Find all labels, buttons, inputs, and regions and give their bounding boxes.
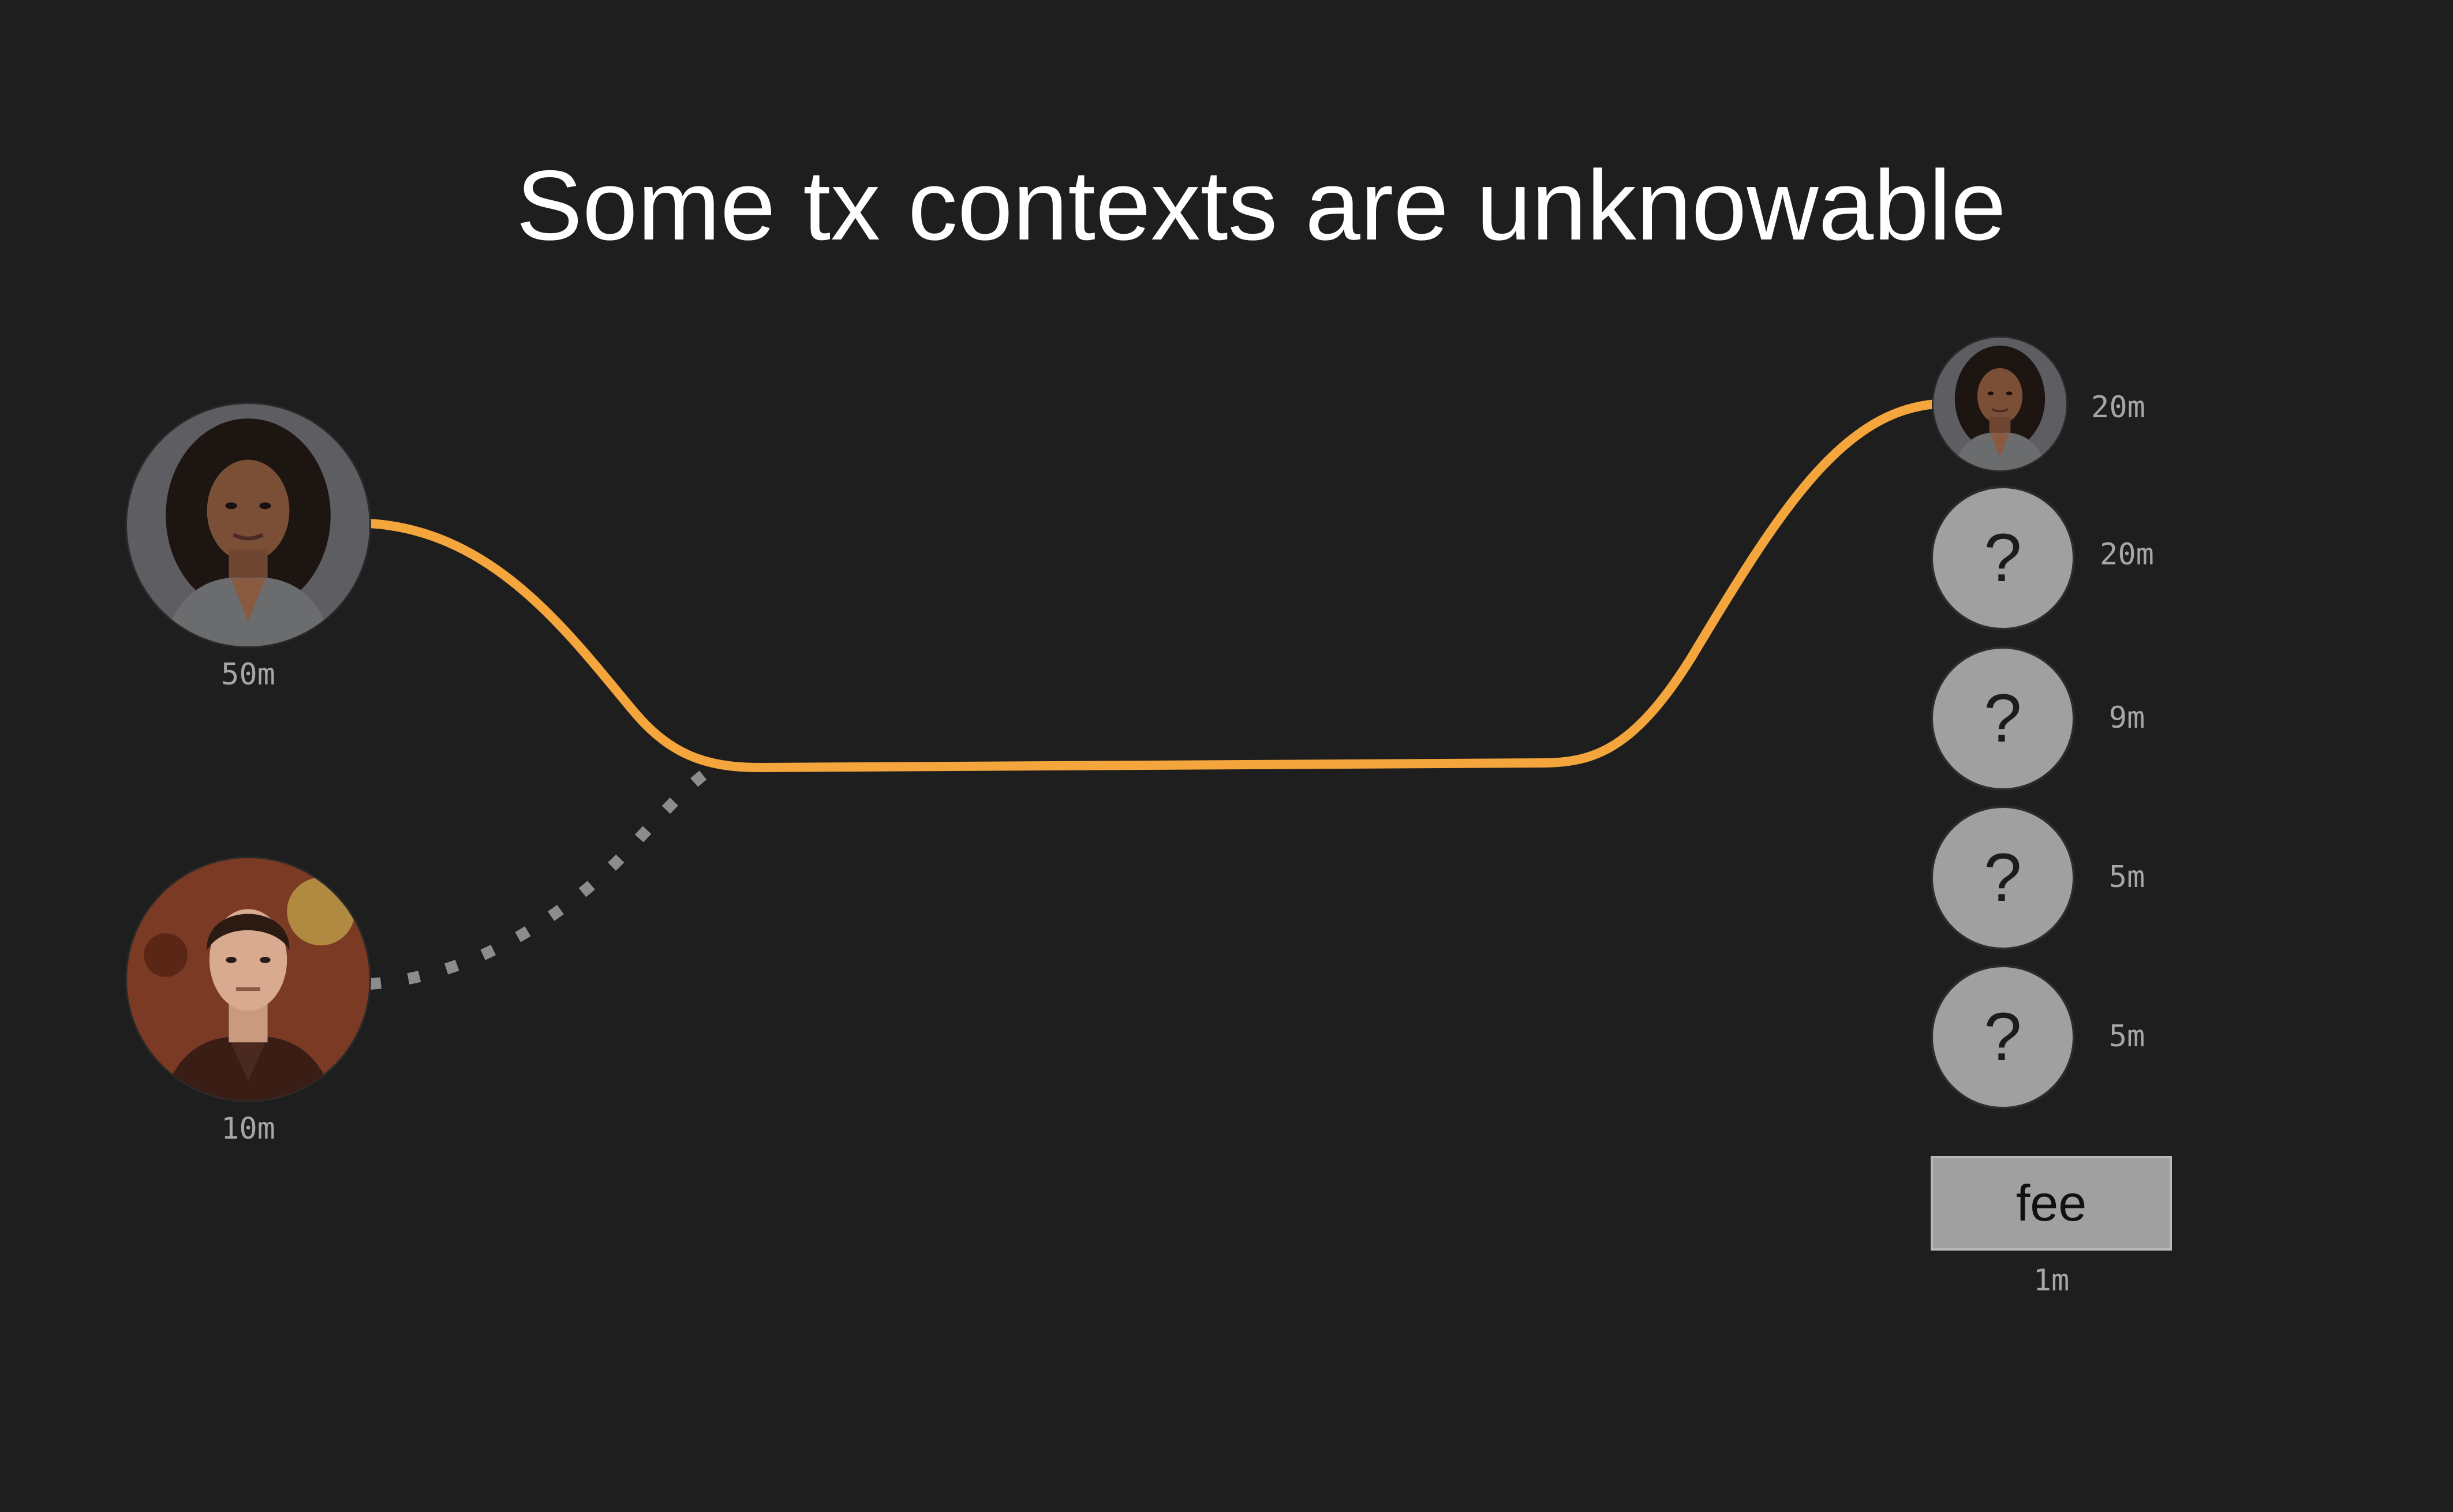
known-flow-line xyxy=(365,399,1941,773)
output-amount-5: 5m xyxy=(2108,1019,2145,1054)
fee-amount: 1m xyxy=(2033,1263,2070,1298)
unknown-flow-line xyxy=(369,757,725,990)
input-man-avatar xyxy=(127,858,369,1101)
unknown-output-2: ? xyxy=(1931,646,2075,791)
unknown-output-4: ? xyxy=(1931,965,2075,1109)
unknown-output-3: ? xyxy=(1931,806,2075,950)
unknown-output-1: ? xyxy=(1931,486,2075,630)
output-amount-1: 20m xyxy=(2091,390,2145,425)
output-amount-4: 5m xyxy=(2108,860,2145,895)
woman-portrait-icon xyxy=(1934,338,2066,470)
woman-portrait-icon xyxy=(127,404,369,646)
input-amount-woman: 50m xyxy=(221,657,275,692)
man-portrait-icon xyxy=(127,858,369,1101)
output-amount-3: 9m xyxy=(2108,701,2145,735)
fee-box: fee xyxy=(1931,1156,2172,1251)
input-amount-man: 10m xyxy=(221,1111,275,1146)
slide-title: Some tx contexts are unknowable xyxy=(516,150,2006,261)
output-woman-avatar xyxy=(1934,338,2066,470)
output-amount-2: 20m xyxy=(2100,537,2154,572)
input-woman-avatar xyxy=(127,404,369,646)
